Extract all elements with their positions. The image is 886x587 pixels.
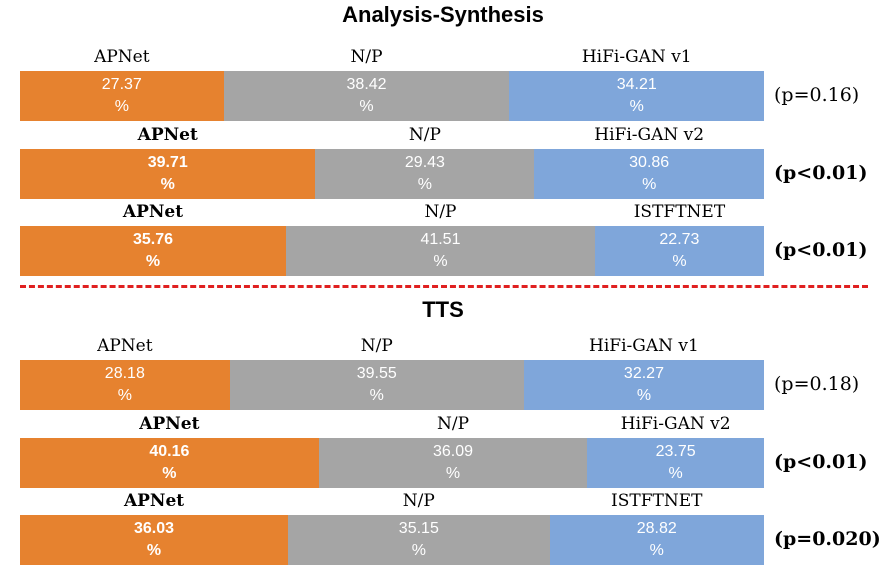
baseline-segment: 30.86% [534, 149, 764, 199]
apnet-segment: 40.16% [20, 438, 319, 488]
np-segment: 39.55% [229, 360, 524, 410]
apnet-label: APNet [97, 336, 153, 356]
apnet-segment: 36.03% [20, 515, 289, 565]
stacked-bar: 27.37% 38.42% 34.21% [20, 71, 764, 121]
segment-unit: % [114, 98, 129, 115]
segment-value: 34.21 [616, 76, 657, 93]
segment-value: 30.86 [629, 154, 670, 171]
p-value: (p<0.01) [774, 451, 868, 473]
baseline-label: HiFi-GAN v1 [581, 47, 692, 67]
section-title: TTS [422, 297, 464, 322]
baseline-label: HiFi-GAN v2 [594, 125, 705, 145]
baseline-segment: 23.75% [587, 438, 764, 488]
segment-unit: % [672, 253, 687, 270]
segment-unit: % [411, 542, 426, 559]
segment-unit: % [145, 253, 161, 270]
segment-value: 36.09 [433, 443, 474, 460]
segment-unit: % [629, 98, 644, 115]
segment-unit: % [359, 98, 374, 115]
baseline-label: ISTFTNET [633, 202, 726, 222]
segment-value: 36.03 [134, 520, 175, 537]
segment-value: 22.73 [659, 231, 700, 248]
baseline-segment: 22.73% [594, 226, 764, 276]
segment-unit: % [642, 176, 657, 193]
apnet-label: APNet [123, 491, 185, 511]
np-segment: 29.43% [315, 149, 535, 199]
np-segment: 41.51% [286, 226, 595, 276]
stacked-bar: 39.71% 29.43% 30.86% [20, 149, 764, 199]
np-label: N/P [402, 491, 435, 511]
apnet-segment: 28.18% [20, 360, 230, 410]
segment-unit: % [160, 176, 175, 193]
segment-value: 28.82 [636, 520, 677, 537]
segment-unit: % [636, 387, 652, 404]
apnet-segment: 27.37% [20, 71, 224, 121]
baseline-segment: 28.82% [549, 515, 764, 565]
p-value: (p=0.16) [774, 84, 860, 106]
apnet-segment: 35.76% [20, 226, 287, 276]
np-segment: 38.42% [223, 71, 510, 121]
section-title: Analysis-Synthesis [342, 2, 544, 27]
np-label: N/P [408, 125, 441, 145]
segment-value: 39.71 [147, 154, 188, 171]
apnet-label: APNet [122, 202, 184, 222]
segment-value: 29.43 [404, 154, 445, 171]
p-value: (p<0.01) [774, 162, 868, 184]
np-label: N/P [360, 336, 393, 356]
segment-value: 38.42 [346, 76, 387, 93]
segment-value: 27.37 [101, 76, 142, 93]
np-segment: 36.09% [318, 438, 588, 488]
p-value: (p<0.01) [774, 239, 868, 261]
segment-value: 39.55 [356, 365, 397, 382]
np-label: N/P [350, 47, 383, 67]
segment-value: 35.15 [398, 520, 439, 537]
stacked-bar: 40.16% 36.09% 23.75% [20, 438, 764, 488]
segment-unit: % [162, 465, 177, 482]
segment-unit: % [146, 542, 162, 559]
baseline-segment: 32.27% [523, 360, 764, 410]
segment-value: 28.18 [104, 365, 145, 382]
segment-unit: % [433, 253, 448, 270]
apnet-label: APNet [139, 414, 200, 434]
segment-unit: % [668, 465, 683, 482]
apnet-label: APNet [94, 47, 150, 67]
np-label: N/P [437, 414, 470, 434]
baseline-label: HiFi-GAN v2 [620, 414, 731, 434]
segment-value: 32.27 [623, 365, 664, 382]
stacked-bar: 35.76% 41.51% 22.73% [20, 226, 764, 276]
segment-unit: % [369, 387, 384, 404]
segment-unit: % [117, 387, 132, 404]
segment-value: 40.16 [149, 443, 190, 460]
np-segment: 35.15% [288, 515, 550, 565]
baseline-label: ISTFTNET [611, 491, 703, 511]
segment-value: 35.76 [133, 231, 174, 248]
stacked-bar: 28.18% 39.55% 32.27% [20, 360, 764, 410]
np-label: N/P [424, 202, 457, 222]
segment-value: 23.75 [655, 443, 696, 460]
p-value: (p=0.020) [774, 528, 881, 550]
segment-value: 41.51 [420, 231, 461, 248]
segment-unit: % [445, 465, 461, 482]
section-divider [20, 285, 868, 288]
apnet-label: APNet [137, 125, 198, 145]
apnet-segment: 39.71% [20, 149, 316, 199]
p-value: (p=0.18) [774, 373, 860, 395]
baseline-label: HiFi-GAN v1 [589, 336, 699, 356]
segment-unit: % [417, 176, 433, 193]
baseline-segment: 34.21% [509, 71, 764, 121]
stacked-bar: 36.03% 35.15% 28.82% [20, 515, 764, 565]
segment-unit: % [649, 542, 664, 559]
